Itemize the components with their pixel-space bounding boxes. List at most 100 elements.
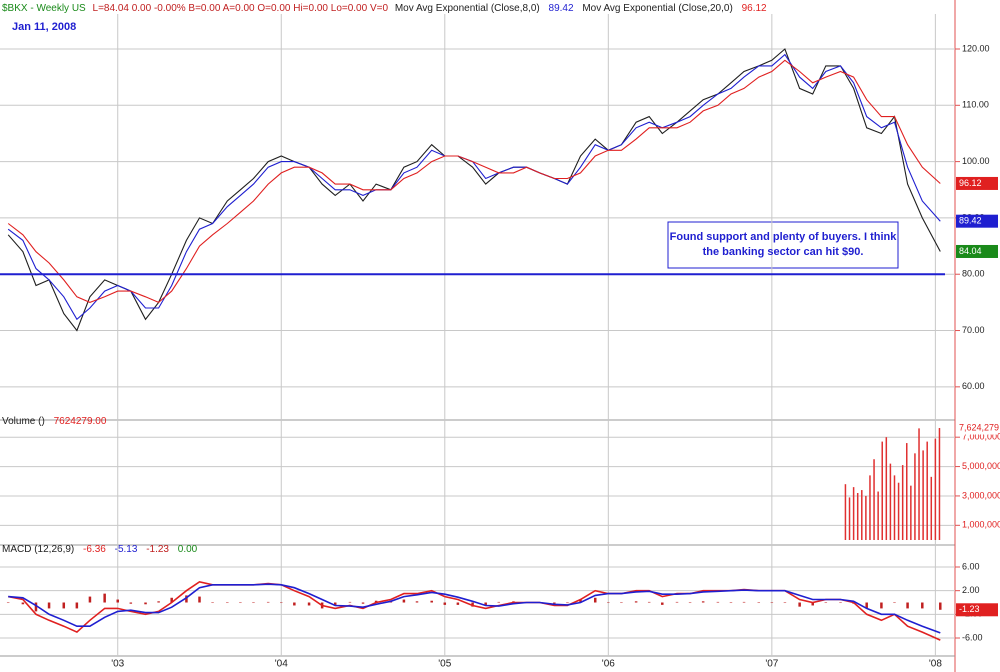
bar — [634, 601, 638, 603]
bar — [880, 602, 883, 609]
bar — [938, 428, 941, 540]
bar — [226, 602, 229, 604]
bar — [811, 602, 814, 606]
value-badge — [956, 214, 998, 228]
bar — [21, 602, 25, 605]
bar — [497, 601, 501, 603]
bar — [361, 602, 365, 604]
bar — [906, 443, 908, 540]
series-line — [7, 48, 941, 332]
bar — [484, 602, 487, 606]
trailing-value: 0.00 — [178, 544, 198, 555]
bar — [877, 491, 879, 540]
histogram-value: -1.23 — [146, 544, 169, 555]
bar — [185, 595, 188, 603]
bar — [553, 602, 556, 604]
y-tick-label: 5,000,000 — [962, 461, 1000, 471]
bar — [566, 602, 569, 604]
bar — [607, 602, 610, 604]
value-badge — [956, 421, 998, 435]
annotation-box — [667, 221, 899, 269]
bar — [211, 602, 214, 604]
bar — [456, 602, 460, 605]
x-tick-label: '06 — [602, 659, 615, 670]
bar — [62, 602, 66, 609]
bar — [881, 441, 883, 540]
y-tick-label: 2.00 — [962, 585, 980, 595]
y-tick-label: 3,000,000 — [962, 490, 1000, 500]
bar — [443, 602, 447, 605]
bar — [856, 493, 859, 540]
bar — [374, 600, 378, 603]
bar — [865, 602, 868, 609]
bar — [170, 597, 173, 603]
bar — [914, 453, 916, 540]
series-line — [8, 583, 941, 634]
bar — [47, 602, 51, 609]
bar — [934, 438, 937, 540]
bar — [889, 463, 892, 540]
bar — [798, 602, 801, 607]
bar — [716, 601, 720, 603]
x-tick-label: '03 — [111, 659, 124, 670]
bar — [75, 602, 79, 609]
bar — [415, 601, 419, 603]
date-label: Jan 11, 2008 — [12, 21, 76, 33]
annotation-text: the banking sector can hit $90. — [703, 246, 864, 258]
bar — [280, 602, 283, 604]
bar — [430, 600, 433, 603]
value-badge-label: 84.04 — [959, 246, 982, 256]
volume-value: 7624279.00 — [54, 416, 107, 427]
value-badge-label: 89.42 — [959, 216, 982, 226]
bar — [901, 465, 904, 540]
bar — [921, 602, 924, 609]
y-tick-label: 80.00 — [962, 269, 985, 279]
y-tick-label: 70.00 — [962, 325, 985, 335]
bar — [129, 602, 133, 604]
bar — [620, 602, 623, 604]
value-badge-label: -1.23 — [959, 604, 980, 614]
ema8-value: 89.42 — [549, 3, 574, 14]
value-badge — [956, 603, 998, 617]
bar — [893, 475, 896, 540]
bar — [939, 602, 942, 610]
y-tick-label: 7,000,000 — [962, 432, 1000, 442]
bar — [157, 601, 160, 603]
value-badge-label: 96.12 — [959, 178, 982, 188]
bar — [783, 602, 787, 604]
x-tick-label: '05 — [438, 659, 451, 670]
annotation-text: Found support and plenty of buyers. I th… — [670, 231, 898, 243]
bar — [906, 602, 909, 609]
bar — [873, 459, 875, 540]
ema20-value: 96.12 — [742, 3, 767, 14]
y-tick-label: 60.00 — [962, 381, 985, 391]
bar — [688, 602, 692, 604]
bar — [675, 601, 679, 603]
bar — [893, 602, 896, 604]
bar — [869, 475, 871, 540]
y-tick-label: 6.00 — [962, 561, 980, 571]
bar — [198, 596, 201, 603]
bar — [579, 599, 582, 603]
bar — [266, 601, 270, 603]
bar — [34, 602, 38, 612]
bar — [647, 601, 651, 603]
bar — [6, 602, 10, 604]
bar — [861, 490, 863, 540]
signal-value: -5.13 — [115, 544, 138, 555]
bar — [839, 602, 842, 604]
bar — [239, 602, 242, 604]
bar — [824, 602, 828, 604]
macd-value: -6.36 — [83, 544, 106, 555]
bar — [742, 601, 746, 603]
series-line — [7, 59, 941, 304]
symbol: $BKX - Weekly US — [2, 3, 86, 14]
bar — [910, 485, 912, 540]
bar — [757, 602, 761, 604]
bar — [885, 437, 888, 540]
bar — [897, 482, 900, 540]
bar — [307, 602, 311, 606]
